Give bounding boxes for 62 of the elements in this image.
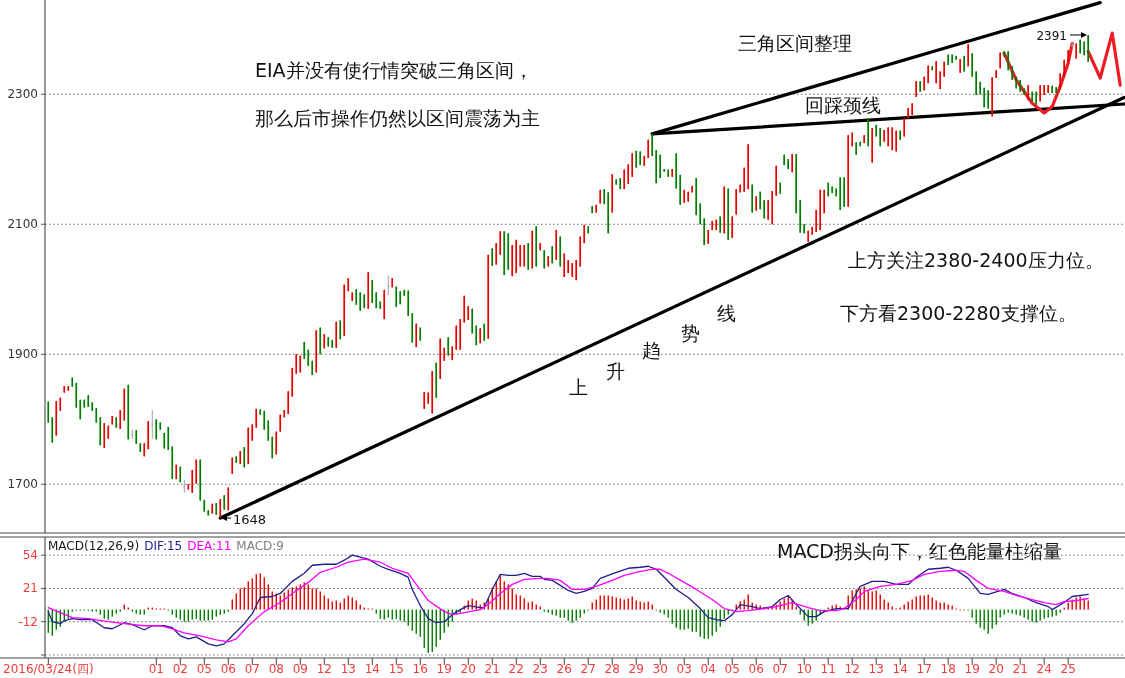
annotation: 上 (568, 376, 588, 398)
y-tick-label: 21 (22, 581, 38, 596)
annotation: 势 (680, 322, 700, 344)
x-tick-label: 22 (508, 662, 524, 676)
x-tick-label: 17 (916, 662, 932, 676)
x-tick-label: 05 (724, 662, 740, 676)
x-tick-label: 25 (1060, 662, 1076, 676)
annotation: 三角区间整理 (738, 32, 852, 54)
annotation: 1648 (233, 511, 267, 527)
x-tick-label: 07 (244, 662, 260, 676)
x-tick-label: 15 (388, 662, 404, 676)
x-tick-label: 04 (700, 662, 716, 676)
y-tick-label: 54 (22, 548, 38, 563)
x-tick-label: 21 (1012, 662, 1028, 676)
y-tick-label: -12 (18, 614, 38, 629)
x-tick-label: 06 (220, 662, 236, 676)
x-tick-label: 27 (580, 662, 596, 676)
x-tick-label: 24 (1036, 662, 1052, 676)
annotation: 2391 (1036, 29, 1067, 43)
y-tick-label: 2300 (7, 87, 38, 102)
x-tick-label: 14 (892, 662, 908, 676)
x-tick-label: 14 (364, 662, 380, 676)
x-tick-label: 06 (748, 662, 764, 676)
x-tick-label: 03 (676, 662, 692, 676)
y-tick-label: 1900 (7, 347, 38, 362)
x-tick-label: 12 (844, 662, 860, 676)
annotation: 回踩颈线 (805, 94, 881, 116)
y-tick-label: 1700 (7, 477, 38, 492)
x-tick-label: 02 (172, 662, 188, 676)
x-tick-label: 12 (316, 662, 332, 676)
x-tick-label: 11 (820, 662, 836, 676)
x-tick-label: 09 (292, 662, 308, 676)
x-tick-label: 13 (340, 662, 356, 676)
notes: MACD拐头向下，红色能量柱缩量 (777, 540, 1062, 562)
x-tick-label: 18 (940, 662, 956, 676)
x-tick-label: 19 (436, 662, 452, 676)
annotation: 上方关注2380-2400压力位。 (848, 249, 1104, 271)
x-tick-label: 29 (628, 662, 644, 676)
x-tick-label: 10 (796, 662, 812, 676)
x-tick-label: 23 (532, 662, 548, 676)
annotation: 趋 (641, 339, 661, 361)
x-tick-label: 05 (196, 662, 212, 676)
x-tick-label: 01 (148, 662, 164, 676)
x-tick-label: 20 (988, 662, 1004, 676)
x-tick-label: 19 (964, 662, 980, 676)
x-tick-label: 21 (484, 662, 500, 676)
x-tick-label: 2016/03/24(四) (3, 662, 94, 676)
annotation: 线 (716, 302, 736, 324)
x-tick-label: 13 (868, 662, 884, 676)
x-tick-label: 20 (460, 662, 476, 676)
annotation: 下方看2300-2280支撑位。 (840, 302, 1077, 324)
x-tick-label: 16 (412, 662, 428, 676)
x-tick-label: 08 (268, 662, 284, 676)
x-tick-label: 07 (772, 662, 788, 676)
annotation: EIA并没有使行情突破三角区间， (255, 59, 533, 81)
legend: MACD(12,26,9) DIF:15 DEA:11 MACD:9 (48, 539, 284, 553)
x-tick-label: 26 (556, 662, 572, 676)
annotation: 升 (605, 360, 625, 382)
x-tick-label: 28 (604, 662, 620, 676)
y-tick-label: 2100 (7, 217, 38, 232)
annotation: 那么后市操作仍然以区间震荡为主 (255, 107, 540, 129)
x-tick-label: 30 (652, 662, 668, 676)
